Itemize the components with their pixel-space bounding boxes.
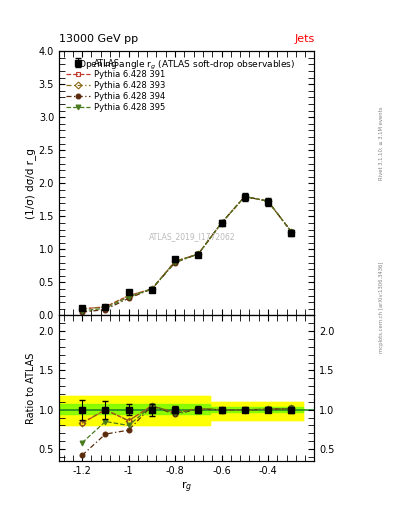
Line: Pythia 6.428 394: Pythia 6.428 394 [80, 194, 294, 314]
Pythia 6.428 395 [242, 194, 247, 200]
Pythia 6.428 394 [173, 260, 177, 266]
Pythia 6.428 395 [80, 308, 84, 314]
Pythia 6.428 391 [196, 251, 201, 257]
Pythia 6.428 391 [149, 286, 154, 292]
Pythia 6.428 391 [219, 220, 224, 226]
Pythia 6.428 394 [103, 307, 108, 313]
Pythia 6.428 393 [196, 251, 201, 257]
Legend: ATLAS, Pythia 6.428 391, Pythia 6.428 393, Pythia 6.428 394, Pythia 6.428 395: ATLAS, Pythia 6.428 391, Pythia 6.428 39… [63, 55, 169, 115]
X-axis label: r$_g$: r$_g$ [181, 480, 192, 495]
Pythia 6.428 391 [289, 228, 294, 234]
Text: Rivet 3.1.10; ≥ 3.1M events: Rivet 3.1.10; ≥ 3.1M events [379, 106, 384, 180]
Pythia 6.428 394 [196, 251, 201, 257]
Pythia 6.428 395 [103, 305, 108, 311]
Pythia 6.428 393 [103, 304, 108, 310]
Pythia 6.428 394 [149, 286, 154, 292]
Text: 13000 GeV pp: 13000 GeV pp [59, 33, 138, 44]
Pythia 6.428 393 [242, 194, 247, 200]
Pythia 6.428 393 [80, 306, 84, 312]
Pythia 6.428 393 [149, 286, 154, 292]
Pythia 6.428 393 [266, 198, 270, 204]
Pythia 6.428 394 [289, 228, 294, 234]
Pythia 6.428 393 [126, 292, 131, 298]
Line: Pythia 6.428 393: Pythia 6.428 393 [80, 194, 294, 311]
Pythia 6.428 394 [80, 309, 84, 315]
Pythia 6.428 391 [126, 292, 131, 298]
Pythia 6.428 393 [173, 258, 177, 264]
Pythia 6.428 394 [266, 198, 270, 204]
Pythia 6.428 391 [266, 198, 270, 204]
Y-axis label: (1/σ) dσ/d r_g: (1/σ) dσ/d r_g [25, 148, 36, 219]
Pythia 6.428 395 [219, 220, 224, 226]
Y-axis label: Ratio to ATLAS: Ratio to ATLAS [26, 352, 36, 424]
Pythia 6.428 394 [219, 220, 224, 226]
Text: Opening angle r$_g$ (ATLAS soft-drop observables): Opening angle r$_g$ (ATLAS soft-drop obs… [78, 59, 295, 72]
Pythia 6.428 395 [173, 259, 177, 265]
Pythia 6.428 395 [126, 294, 131, 300]
Pythia 6.428 394 [242, 194, 247, 200]
Pythia 6.428 395 [196, 251, 201, 257]
Text: ATLAS_2019_I1772062: ATLAS_2019_I1772062 [149, 232, 235, 241]
Pythia 6.428 393 [219, 220, 224, 226]
Pythia 6.428 391 [103, 304, 108, 310]
Pythia 6.428 395 [149, 286, 154, 292]
Pythia 6.428 393 [289, 228, 294, 234]
Pythia 6.428 391 [80, 306, 84, 312]
Line: Pythia 6.428 391: Pythia 6.428 391 [80, 194, 294, 311]
Pythia 6.428 395 [266, 198, 270, 204]
Pythia 6.428 391 [173, 258, 177, 264]
Text: Jets: Jets [294, 33, 314, 44]
Pythia 6.428 395 [289, 228, 294, 234]
Line: Pythia 6.428 395: Pythia 6.428 395 [80, 194, 294, 313]
Pythia 6.428 394 [126, 295, 131, 302]
Pythia 6.428 391 [242, 194, 247, 200]
Text: mcplots.cern.ch [arXiv:1306.3436]: mcplots.cern.ch [arXiv:1306.3436] [379, 262, 384, 353]
